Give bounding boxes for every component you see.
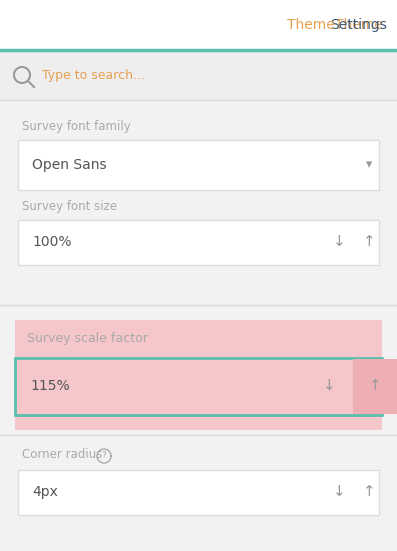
Bar	[353, 359, 397, 414]
Bar	[0, 100, 397, 305]
Text: Theme: Theme	[335, 18, 387, 32]
Text: Theme: Theme	[287, 18, 339, 32]
Bar	[0, 50, 397, 100]
Text: ▾: ▾	[366, 159, 372, 171]
Text: ↑: ↑	[362, 235, 376, 250]
Text: 100%: 100%	[32, 235, 71, 249]
Text: Corner radius: Corner radius	[22, 448, 102, 461]
Text: ↑: ↑	[362, 484, 376, 500]
Text: 115%: 115%	[30, 379, 69, 393]
Text: ?: ?	[102, 451, 106, 461]
Bar	[0, 435, 397, 551]
Bar	[18, 140, 379, 190]
Text: ↓: ↓	[323, 379, 335, 393]
Text: Survey font size: Survey font size	[22, 200, 117, 213]
Text: Survey scale factor: Survey scale factor	[27, 332, 148, 345]
Text: Open Sans: Open Sans	[32, 158, 107, 172]
Text: 4px: 4px	[32, 485, 58, 499]
Text: Survey font family: Survey font family	[22, 120, 131, 133]
Text: Settings: Settings	[330, 18, 387, 32]
Text: ↑: ↑	[369, 379, 382, 393]
Bar	[0, 305, 397, 455]
Bar	[18, 220, 379, 265]
Bar	[15, 320, 382, 430]
Text: ↓: ↓	[333, 484, 345, 500]
Bar	[18, 470, 379, 515]
Bar	[0, 0, 397, 50]
Text: Type to search...: Type to search...	[42, 68, 145, 82]
Text: ↓: ↓	[333, 235, 345, 250]
Bar	[15, 358, 382, 415]
